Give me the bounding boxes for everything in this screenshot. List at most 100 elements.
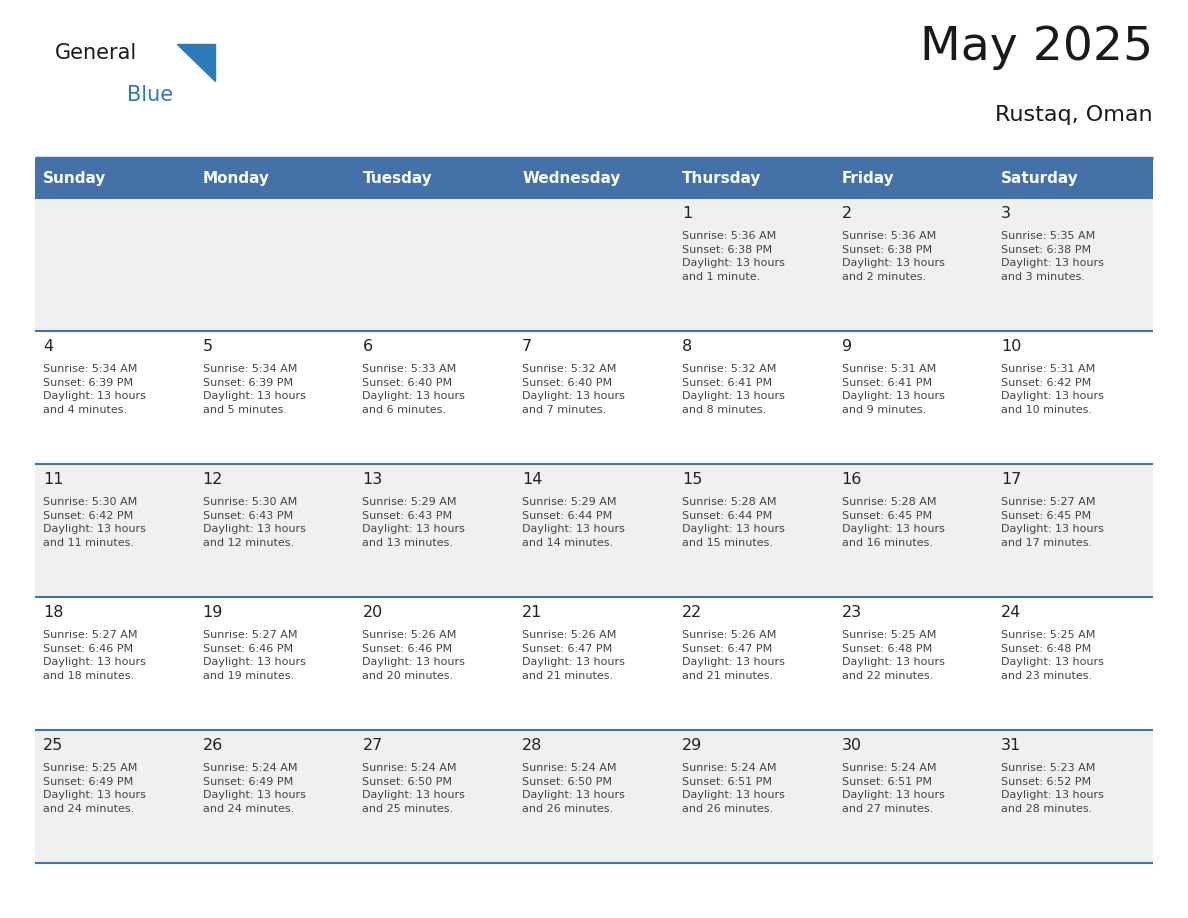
Bar [993, 331, 1154, 464]
Text: Sunrise: 5:28 AM
Sunset: 6:44 PM
Daylight: 13 hours
and 15 minutes.: Sunrise: 5:28 AM Sunset: 6:44 PM Dayligh… [682, 498, 785, 548]
Text: Sunrise: 5:24 AM
Sunset: 6:51 PM
Daylight: 13 hours
and 27 minutes.: Sunrise: 5:24 AM Sunset: 6:51 PM Dayligh… [841, 763, 944, 814]
Text: Sunrise: 5:30 AM
Sunset: 6:43 PM
Daylight: 13 hours
and 12 minutes.: Sunrise: 5:30 AM Sunset: 6:43 PM Dayligh… [203, 498, 305, 548]
Bar [514, 464, 674, 597]
Bar [674, 730, 834, 863]
Text: 15: 15 [682, 472, 702, 487]
Text: Rustaq, Oman: Rustaq, Oman [996, 105, 1154, 125]
Text: Sunrise: 5:36 AM
Sunset: 6:38 PM
Daylight: 13 hours
and 2 minutes.: Sunrise: 5:36 AM Sunset: 6:38 PM Dayligh… [841, 231, 944, 282]
Bar [34, 464, 195, 597]
Text: 2: 2 [841, 206, 852, 221]
Text: Sunrise: 5:23 AM
Sunset: 6:52 PM
Daylight: 13 hours
and 28 minutes.: Sunrise: 5:23 AM Sunset: 6:52 PM Dayligh… [1001, 763, 1104, 814]
Text: Sunrise: 5:34 AM
Sunset: 6:39 PM
Daylight: 13 hours
and 5 minutes.: Sunrise: 5:34 AM Sunset: 6:39 PM Dayligh… [203, 364, 305, 415]
Text: 4: 4 [43, 339, 53, 354]
Bar [354, 464, 514, 597]
Text: 8: 8 [682, 339, 693, 354]
Bar [834, 597, 993, 730]
Bar [195, 198, 354, 331]
Text: 19: 19 [203, 605, 223, 620]
Bar [514, 730, 674, 863]
Bar [195, 158, 354, 198]
Text: 17: 17 [1001, 472, 1022, 487]
Text: Sunrise: 5:27 AM
Sunset: 6:46 PM
Daylight: 13 hours
and 18 minutes.: Sunrise: 5:27 AM Sunset: 6:46 PM Dayligh… [43, 631, 146, 681]
Bar [674, 597, 834, 730]
Bar [354, 198, 514, 331]
Bar [993, 464, 1154, 597]
Text: Sunrise: 5:30 AM
Sunset: 6:42 PM
Daylight: 13 hours
and 11 minutes.: Sunrise: 5:30 AM Sunset: 6:42 PM Dayligh… [43, 498, 146, 548]
Text: 20: 20 [362, 605, 383, 620]
Text: 6: 6 [362, 339, 373, 354]
Text: Thursday: Thursday [682, 171, 762, 185]
Text: Sunrise: 5:26 AM
Sunset: 6:47 PM
Daylight: 13 hours
and 21 minutes.: Sunrise: 5:26 AM Sunset: 6:47 PM Dayligh… [523, 631, 625, 681]
Text: 26: 26 [203, 738, 223, 753]
Text: 11: 11 [43, 472, 63, 487]
Bar [195, 464, 354, 597]
Bar [993, 158, 1154, 198]
Bar [674, 198, 834, 331]
Text: Sunrise: 5:31 AM
Sunset: 6:41 PM
Daylight: 13 hours
and 9 minutes.: Sunrise: 5:31 AM Sunset: 6:41 PM Dayligh… [841, 364, 944, 415]
Bar [354, 597, 514, 730]
Bar [354, 331, 514, 464]
Bar [674, 158, 834, 198]
Text: Sunrise: 5:35 AM
Sunset: 6:38 PM
Daylight: 13 hours
and 3 minutes.: Sunrise: 5:35 AM Sunset: 6:38 PM Dayligh… [1001, 231, 1104, 282]
Text: Sunrise: 5:25 AM
Sunset: 6:48 PM
Daylight: 13 hours
and 23 minutes.: Sunrise: 5:25 AM Sunset: 6:48 PM Dayligh… [1001, 631, 1104, 681]
Text: Sunrise: 5:25 AM
Sunset: 6:48 PM
Daylight: 13 hours
and 22 minutes.: Sunrise: 5:25 AM Sunset: 6:48 PM Dayligh… [841, 631, 944, 681]
Bar [34, 158, 195, 198]
Bar [834, 464, 993, 597]
Text: 13: 13 [362, 472, 383, 487]
Text: Sunrise: 5:29 AM
Sunset: 6:44 PM
Daylight: 13 hours
and 14 minutes.: Sunrise: 5:29 AM Sunset: 6:44 PM Dayligh… [523, 498, 625, 548]
Text: Wednesday: Wednesday [523, 171, 620, 185]
Text: 14: 14 [523, 472, 543, 487]
Text: Sunrise: 5:33 AM
Sunset: 6:40 PM
Daylight: 13 hours
and 6 minutes.: Sunrise: 5:33 AM Sunset: 6:40 PM Dayligh… [362, 364, 466, 415]
Text: 9: 9 [841, 339, 852, 354]
Text: Sunrise: 5:28 AM
Sunset: 6:45 PM
Daylight: 13 hours
and 16 minutes.: Sunrise: 5:28 AM Sunset: 6:45 PM Dayligh… [841, 498, 944, 548]
Text: Sunrise: 5:26 AM
Sunset: 6:46 PM
Daylight: 13 hours
and 20 minutes.: Sunrise: 5:26 AM Sunset: 6:46 PM Dayligh… [362, 631, 466, 681]
Polygon shape [177, 44, 215, 81]
Text: Sunrise: 5:29 AM
Sunset: 6:43 PM
Daylight: 13 hours
and 13 minutes.: Sunrise: 5:29 AM Sunset: 6:43 PM Dayligh… [362, 498, 466, 548]
Text: Sunrise: 5:27 AM
Sunset: 6:45 PM
Daylight: 13 hours
and 17 minutes.: Sunrise: 5:27 AM Sunset: 6:45 PM Dayligh… [1001, 498, 1104, 548]
Text: 31: 31 [1001, 738, 1022, 753]
Text: 1: 1 [682, 206, 693, 221]
Bar [834, 198, 993, 331]
Bar [354, 158, 514, 198]
Text: Tuesday: Tuesday [362, 171, 432, 185]
Bar [514, 158, 674, 198]
Bar [34, 730, 195, 863]
Text: 16: 16 [841, 472, 862, 487]
Text: 29: 29 [682, 738, 702, 753]
Text: Sunrise: 5:24 AM
Sunset: 6:49 PM
Daylight: 13 hours
and 24 minutes.: Sunrise: 5:24 AM Sunset: 6:49 PM Dayligh… [203, 763, 305, 814]
Bar [993, 597, 1154, 730]
Text: General: General [55, 43, 138, 63]
Text: 10: 10 [1001, 339, 1022, 354]
Bar [514, 331, 674, 464]
Text: Sunrise: 5:24 AM
Sunset: 6:51 PM
Daylight: 13 hours
and 26 minutes.: Sunrise: 5:24 AM Sunset: 6:51 PM Dayligh… [682, 763, 785, 814]
Text: Sunrise: 5:27 AM
Sunset: 6:46 PM
Daylight: 13 hours
and 19 minutes.: Sunrise: 5:27 AM Sunset: 6:46 PM Dayligh… [203, 631, 305, 681]
Text: Sunrise: 5:36 AM
Sunset: 6:38 PM
Daylight: 13 hours
and 1 minute.: Sunrise: 5:36 AM Sunset: 6:38 PM Dayligh… [682, 231, 785, 282]
Text: 3: 3 [1001, 206, 1011, 221]
Text: Sunrise: 5:26 AM
Sunset: 6:47 PM
Daylight: 13 hours
and 21 minutes.: Sunrise: 5:26 AM Sunset: 6:47 PM Dayligh… [682, 631, 785, 681]
Bar [514, 198, 674, 331]
Text: May 2025: May 2025 [920, 25, 1154, 70]
Bar [354, 730, 514, 863]
Text: 7: 7 [523, 339, 532, 354]
Text: 18: 18 [43, 605, 63, 620]
Bar [834, 730, 993, 863]
Bar [993, 198, 1154, 331]
Bar [993, 730, 1154, 863]
Bar [34, 331, 195, 464]
Text: 5: 5 [203, 339, 213, 354]
Bar [195, 730, 354, 863]
Text: 25: 25 [43, 738, 63, 753]
Text: 21: 21 [523, 605, 543, 620]
Text: 30: 30 [841, 738, 861, 753]
Text: Sunrise: 5:34 AM
Sunset: 6:39 PM
Daylight: 13 hours
and 4 minutes.: Sunrise: 5:34 AM Sunset: 6:39 PM Dayligh… [43, 364, 146, 415]
Text: Sunrise: 5:31 AM
Sunset: 6:42 PM
Daylight: 13 hours
and 10 minutes.: Sunrise: 5:31 AM Sunset: 6:42 PM Dayligh… [1001, 364, 1104, 415]
Text: Sunrise: 5:32 AM
Sunset: 6:41 PM
Daylight: 13 hours
and 8 minutes.: Sunrise: 5:32 AM Sunset: 6:41 PM Dayligh… [682, 364, 785, 415]
Bar [674, 331, 834, 464]
Text: Saturday: Saturday [1001, 171, 1079, 185]
Text: Sunrise: 5:24 AM
Sunset: 6:50 PM
Daylight: 13 hours
and 26 minutes.: Sunrise: 5:24 AM Sunset: 6:50 PM Dayligh… [523, 763, 625, 814]
Text: Sunrise: 5:25 AM
Sunset: 6:49 PM
Daylight: 13 hours
and 24 minutes.: Sunrise: 5:25 AM Sunset: 6:49 PM Dayligh… [43, 763, 146, 814]
Text: Blue: Blue [127, 85, 173, 105]
Bar [834, 331, 993, 464]
Text: 23: 23 [841, 605, 861, 620]
Bar [834, 158, 993, 198]
